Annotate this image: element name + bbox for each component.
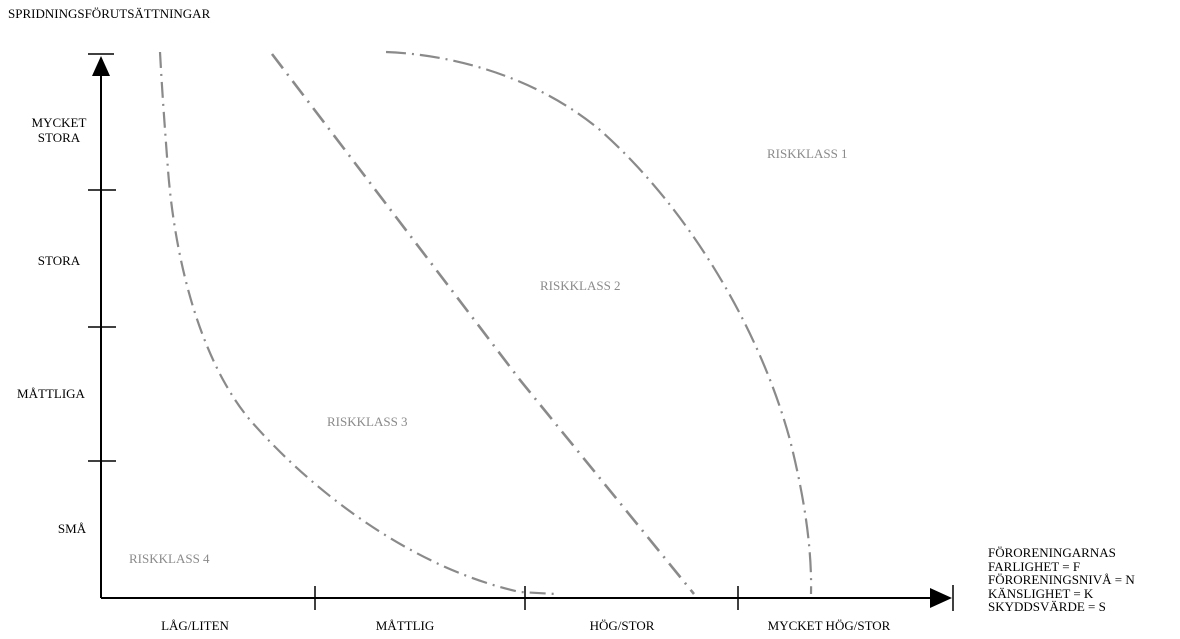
x-axis-title-line: FARLIGHET = F: [988, 558, 1081, 574]
x-axis-title: FÖRORENINGARNAS FARLIGHET = F FÖRORENING…: [988, 546, 1135, 614]
x-axis-title-line: FÖRORENINGSNIVÅ = N: [988, 572, 1135, 587]
x-label-lag-liten: LÅG/LITEN: [161, 618, 229, 633]
x-label-mycket-hog-stor: MYCKET HÖG/STOR: [767, 618, 891, 633]
y-axis-title: SPRIDNINGSFÖRUTSÄTTNINGAR: [8, 6, 211, 21]
y-label-line: STORA: [37, 130, 81, 145]
x-axis-arrowhead: [930, 588, 952, 608]
x-axis-title-line: SKYDDSVÄRDE = S: [988, 599, 1106, 614]
y-label-mycket-stora: MYCKET STORA: [9, 115, 109, 145]
x-label-mattlig: MÅTTLIG: [375, 618, 435, 633]
y-label-sma: SMÅ: [57, 521, 87, 536]
x-axis-title-line: KÄNSLIGHET = K: [988, 585, 1094, 601]
zone-label-riskklass-3: RISKKLASS 3: [327, 414, 408, 429]
boundary-riskklass-2-3: [270, 53, 696, 595]
zone-label-riskklass-1: RISKKLASS 1: [767, 146, 848, 161]
zone-label-riskklass-2: RISKKLASS 2: [540, 278, 621, 293]
y-label-stora: STORA: [37, 253, 81, 268]
x-label-hog-stor: HÖG/STOR: [589, 618, 655, 633]
boundary-riskklass-1-2: [385, 50, 813, 595]
y-axis-arrowhead: [92, 56, 110, 76]
zone-label-riskklass-4: RISKKLASS 4: [129, 551, 210, 566]
y-label-mattliga: MÅTTLIGA: [17, 386, 85, 401]
x-axis-title-line: FÖRORENINGARNAS: [988, 545, 1116, 560]
y-label-line: MYCKET: [31, 115, 87, 130]
boundary-riskklass-3-4: [158, 51, 557, 596]
